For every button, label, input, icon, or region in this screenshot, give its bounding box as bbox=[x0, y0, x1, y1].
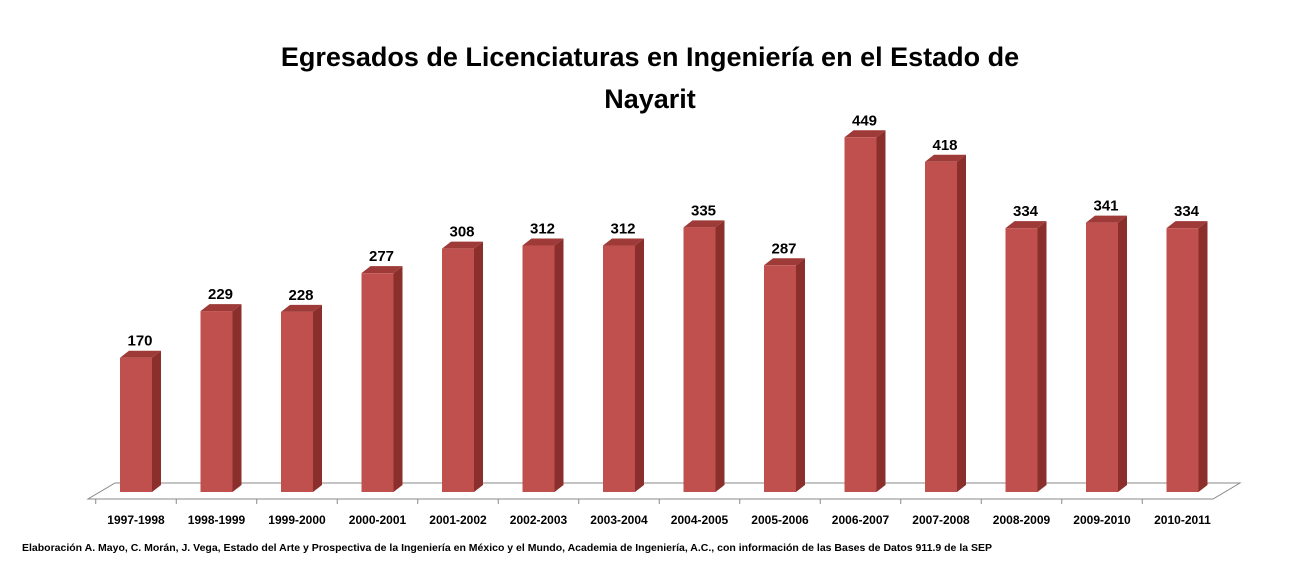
data-label: 277 bbox=[369, 248, 394, 265]
bar-front bbox=[120, 357, 152, 492]
data-label: 418 bbox=[932, 137, 957, 154]
bar-top bbox=[522, 238, 564, 246]
source-note: Elaboración A. Mayo, C. Morán, J. Vega, … bbox=[22, 542, 992, 554]
bar-front bbox=[1086, 222, 1118, 493]
bar-side bbox=[635, 238, 644, 492]
bar-side bbox=[554, 238, 564, 492]
data-label: 334 bbox=[1013, 203, 1039, 220]
bar-front bbox=[361, 273, 394, 492]
bar-front bbox=[442, 248, 474, 492]
x-tick-label: 2008-2009 bbox=[993, 513, 1051, 527]
x-tick-label: 1998-1999 bbox=[188, 513, 246, 527]
bar-front bbox=[281, 311, 313, 492]
x-tick-label: 2002-2003 bbox=[510, 513, 568, 527]
bar-front bbox=[522, 245, 555, 492]
bar-top bbox=[1166, 221, 1208, 229]
bar-top bbox=[844, 130, 886, 138]
bar-1999-2000 bbox=[281, 304, 322, 492]
x-tick-label: 2004-2005 bbox=[671, 513, 729, 527]
bar-side bbox=[1037, 221, 1047, 492]
bar-2006-2007 bbox=[844, 130, 886, 493]
bar-2002-2003 bbox=[522, 238, 564, 492]
x-tick-label: 2009-2010 bbox=[1073, 513, 1131, 527]
bar-2001-2002 bbox=[442, 241, 483, 492]
bar-front bbox=[683, 227, 716, 492]
x-tick-label: 2003-2004 bbox=[590, 513, 648, 527]
bar-side bbox=[474, 241, 483, 492]
bar-top bbox=[764, 258, 805, 266]
bar-2009-2010 bbox=[1086, 215, 1127, 493]
bar-top bbox=[361, 266, 403, 274]
bar-top bbox=[442, 241, 483, 249]
data-label: 335 bbox=[691, 202, 716, 219]
chart-title: Egresados de Licenciaturas en Ingeniería… bbox=[280, 42, 1020, 114]
bar-top bbox=[281, 304, 322, 312]
bar-2005-2006 bbox=[764, 258, 805, 492]
bar-1998-1999 bbox=[200, 304, 242, 492]
bar-side bbox=[957, 154, 966, 492]
bar-front bbox=[603, 245, 635, 492]
bar-top bbox=[683, 220, 725, 228]
data-label: 334 bbox=[1174, 203, 1200, 220]
bar-front bbox=[925, 161, 957, 492]
data-label: 287 bbox=[771, 240, 796, 257]
x-tick-label: 2006-2007 bbox=[832, 513, 890, 527]
chart-floor bbox=[86, 482, 1242, 500]
data-label: 312 bbox=[610, 221, 635, 238]
bar-2008-2009 bbox=[1005, 221, 1047, 492]
data-label: 308 bbox=[449, 224, 474, 241]
bar-top bbox=[925, 154, 966, 162]
data-label: 312 bbox=[530, 221, 555, 238]
bar-side bbox=[393, 266, 403, 492]
bar-front bbox=[844, 137, 877, 493]
bar-side bbox=[1198, 221, 1208, 492]
bar-front bbox=[1005, 228, 1038, 492]
bar-2007-2008 bbox=[925, 154, 966, 492]
bar-side bbox=[152, 350, 161, 492]
x-tick-label: 2001-2002 bbox=[429, 513, 487, 527]
bar-front bbox=[200, 311, 233, 492]
data-label: 341 bbox=[1093, 198, 1118, 215]
bar-side bbox=[876, 130, 886, 493]
bar-top bbox=[120, 350, 161, 358]
bar-top bbox=[1005, 221, 1047, 229]
x-tick-label: 1997-1998 bbox=[107, 513, 165, 527]
bar-2004-2005 bbox=[683, 220, 725, 492]
bar-side bbox=[232, 304, 242, 492]
bar-top bbox=[200, 304, 242, 312]
bar-2000-2001 bbox=[361, 266, 403, 492]
x-tick-label: 2007-2008 bbox=[912, 513, 970, 527]
x-tick-label: 2000-2001 bbox=[349, 513, 407, 527]
bar-top bbox=[603, 238, 644, 246]
data-label: 229 bbox=[208, 286, 233, 303]
bar-2003-2004 bbox=[603, 238, 644, 492]
bar-front bbox=[764, 265, 796, 492]
bar-side bbox=[796, 258, 805, 492]
bar-side bbox=[313, 304, 322, 492]
x-tick-label: 2010-2011 bbox=[1154, 513, 1211, 527]
bar-1997-1998 bbox=[120, 350, 161, 492]
bar-top bbox=[1086, 215, 1127, 223]
data-label: 170 bbox=[127, 333, 152, 350]
bar-2010-2011 bbox=[1166, 221, 1208, 492]
data-label: 228 bbox=[288, 287, 313, 304]
bar-front bbox=[1166, 228, 1199, 492]
data-label: 449 bbox=[852, 112, 877, 129]
bar-side bbox=[715, 220, 725, 492]
x-tick-label: 2005-2006 bbox=[751, 513, 809, 527]
x-tick-label: 1999-2000 bbox=[268, 513, 326, 527]
bar-side bbox=[1118, 215, 1127, 493]
